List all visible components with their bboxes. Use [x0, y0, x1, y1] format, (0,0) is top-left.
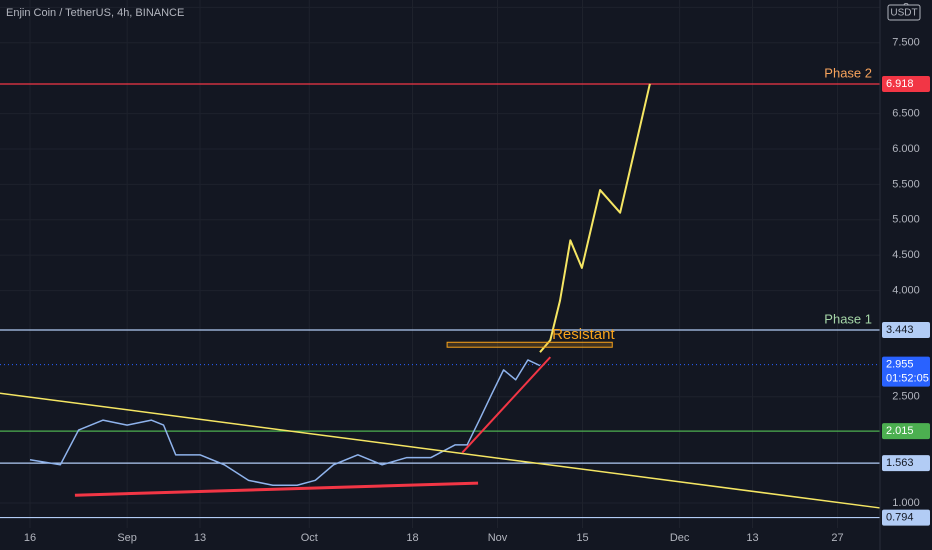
x-tick-label: Nov — [488, 532, 508, 544]
y-tick-label: 2.500 — [892, 391, 920, 403]
x-tick-label: 27 — [831, 532, 843, 544]
level-annotation: Phase 2 — [824, 65, 872, 80]
level-price-label: 2.015 — [886, 425, 914, 437]
x-tick-label: Sep — [117, 532, 137, 544]
level-price-box — [882, 509, 930, 526]
y-tick-label: 6.500 — [892, 107, 920, 119]
trend-drawing — [74, 481, 479, 497]
level-price-box — [882, 322, 930, 339]
y-tick-label: 6.000 — [892, 143, 920, 155]
level-price-label: 1.563 — [886, 457, 914, 469]
trend-drawing — [539, 83, 651, 353]
current-price-label: 2.955 — [886, 358, 914, 370]
trend-drawing — [0, 392, 881, 509]
y-tick-label: 5.500 — [892, 178, 920, 190]
level-annotation: Phase 1 — [824, 311, 872, 326]
x-tick-label: 16 — [24, 532, 36, 544]
resistance-zone — [446, 341, 613, 348]
x-tick-label: 15 — [576, 532, 588, 544]
currency-label: USDT — [890, 8, 917, 19]
level-price-label: 3.443 — [886, 324, 914, 336]
chart-title: Enjin Coin / TetherUS, 4h, BINANCE — [6, 7, 184, 19]
current-price-box — [882, 356, 930, 387]
price-line — [29, 359, 541, 487]
y-tick-label: 5.000 — [892, 214, 920, 226]
trend-drawing — [461, 356, 552, 454]
level-price-label: 6.918 — [886, 78, 914, 90]
level-price-label: 0.794 — [886, 511, 914, 523]
level-price-box — [882, 75, 930, 92]
x-tick-label: 18 — [406, 532, 418, 544]
x-tick-label: Oct — [301, 532, 318, 544]
x-tick-label: 13 — [746, 532, 758, 544]
x-tick-label: Dec — [670, 532, 690, 544]
level-price-box — [882, 455, 930, 472]
y-tick-label: 4.000 — [892, 284, 920, 296]
y-tick-label: 4.500 — [892, 249, 920, 261]
currency-box — [887, 4, 921, 21]
y-tick-label: 7.500 — [892, 37, 920, 49]
y-tick-label: 1.000 — [892, 497, 920, 509]
countdown-label: 01:52:05 — [886, 372, 929, 384]
level-price-box — [882, 423, 930, 440]
x-tick-label: 13 — [194, 532, 206, 544]
zone-label: Resistant — [552, 326, 615, 343]
